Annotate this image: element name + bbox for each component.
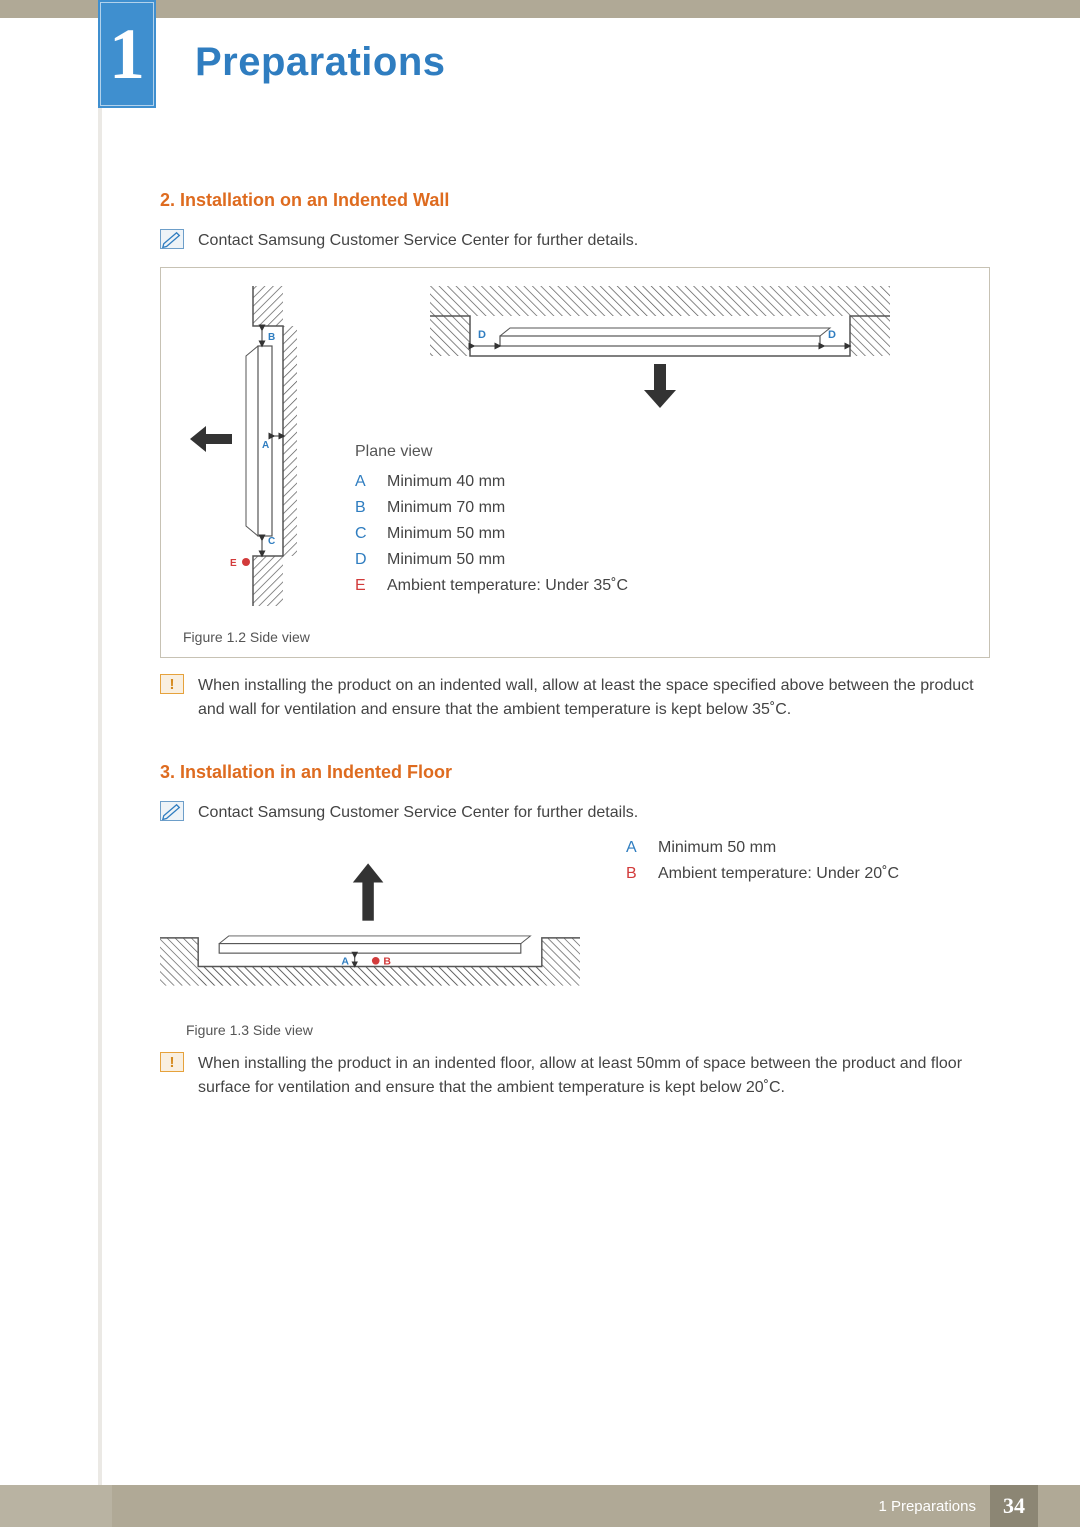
side-label-E: E	[230, 558, 237, 569]
figure-1-2-inner: B A C E	[161, 268, 989, 629]
chapter-number: 1	[109, 13, 145, 96]
legend-text: Ambient temperature: Under 20˚C	[658, 865, 899, 883]
legend-row-C: C Minimum 50 mm	[355, 525, 967, 543]
page-root: 1 Preparations 2. Installation on an Ind…	[0, 0, 1080, 1527]
section2-warning-text: When installing the product on an indent…	[198, 674, 990, 722]
figure-1-2-panel: B A C E	[160, 267, 990, 658]
section3-contact-text: Contact Samsung Customer Service Center …	[198, 801, 638, 825]
fig3-label-A: A	[341, 956, 349, 968]
footer-left-strip	[0, 1485, 112, 1527]
section2-warning-line: ! When installing the product on an inde…	[160, 674, 990, 722]
legend-row-A: A Minimum 40 mm	[355, 473, 967, 491]
legend-row-B: B Minimum 70 mm	[355, 499, 967, 517]
legend-letter: C	[355, 525, 373, 543]
plane-view-column: D D Plane view AMinimum 40 mm BMinim	[353, 286, 967, 611]
figure-1-3-caption: Figure 1.3 Side view	[186, 1022, 990, 1038]
plane-view-label: Plane view	[355, 443, 967, 461]
legend-row-D: D Minimum 50 mm	[355, 551, 967, 569]
section3-heading: 3. Installation in an Indented Floor	[160, 762, 990, 783]
arrow-down-icon	[644, 364, 676, 408]
note-pencil-icon	[160, 801, 184, 821]
section2-heading: 2. Installation on an Indented Wall	[160, 190, 990, 211]
figure-1-3-diagram: A B	[160, 839, 580, 994]
legend-text: Minimum 40 mm	[387, 473, 505, 491]
section3-legend: A Minimum 50 mm B Ambient temperature: Und…	[624, 839, 990, 994]
side-label-A: A	[262, 440, 269, 451]
side-view-diagram: B A C E	[183, 286, 313, 611]
section2-legend: A Minimum 40 mm B Minimum 70 mm C Minimum 5…	[355, 473, 967, 595]
top-bar	[0, 0, 1080, 18]
content-area: 2. Installation on an Indented Wall Cont…	[160, 190, 990, 1114]
legend-text: Ambient temperature: Under 35˚C	[387, 577, 628, 595]
side-label-C: C	[268, 536, 275, 547]
legend-row-B: B Ambient temperature: Under 20˚C	[626, 865, 990, 883]
chapter-number-tab: 1	[98, 0, 156, 108]
plane-label-D-right: D	[828, 329, 836, 341]
legend-letter: A	[626, 839, 644, 857]
note-pencil-icon	[160, 229, 184, 249]
legend-letter: D	[355, 551, 373, 569]
legend-text: Minimum 50 mm	[387, 525, 505, 543]
legend-row-A: A Minimum 50 mm	[626, 839, 990, 857]
legend-text: Minimum 50 mm	[658, 839, 776, 857]
section3-warning-text: When installing the product in an indent…	[198, 1052, 990, 1100]
legend-letter: B	[355, 499, 373, 517]
plane-label-D-left: D	[478, 329, 486, 341]
arrow-up-icon	[353, 863, 384, 920]
section3-contact-line: Contact Samsung Customer Service Center …	[160, 801, 990, 825]
footer-section-ref: 1 Preparations	[878, 1498, 976, 1515]
footer-page-number: 34	[990, 1485, 1038, 1527]
section3-figure-row: A B A Minimum 50 mm B Ambient temperature:…	[160, 839, 990, 994]
side-strip	[98, 108, 102, 1485]
warning-icon: !	[160, 1052, 184, 1072]
footer-bar: 1 Preparations 34	[0, 1485, 1080, 1527]
section2-contact-text: Contact Samsung Customer Service Center …	[198, 229, 638, 253]
warning-icon: !	[160, 674, 184, 694]
legend-letter: E	[355, 577, 373, 595]
legend-letter: B	[626, 865, 644, 883]
legend-letter: A	[355, 473, 373, 491]
section3-warning-line: ! When installing the product in an inde…	[160, 1052, 990, 1100]
chapter-title: Preparations	[195, 40, 446, 85]
legend-text: Minimum 50 mm	[387, 551, 505, 569]
legend-row-E: E Ambient temperature: Under 35˚C	[355, 577, 967, 595]
side-label-B: B	[268, 332, 275, 343]
figure-1-2-caption: Figure 1.2 Side view	[161, 629, 989, 657]
section2-contact-line: Contact Samsung Customer Service Center …	[160, 229, 990, 253]
fig3-label-B: B	[383, 956, 391, 968]
legend-text: Minimum 70 mm	[387, 499, 505, 517]
arrow-left-icon	[190, 426, 232, 452]
plane-view-diagram: D D	[353, 286, 967, 416]
